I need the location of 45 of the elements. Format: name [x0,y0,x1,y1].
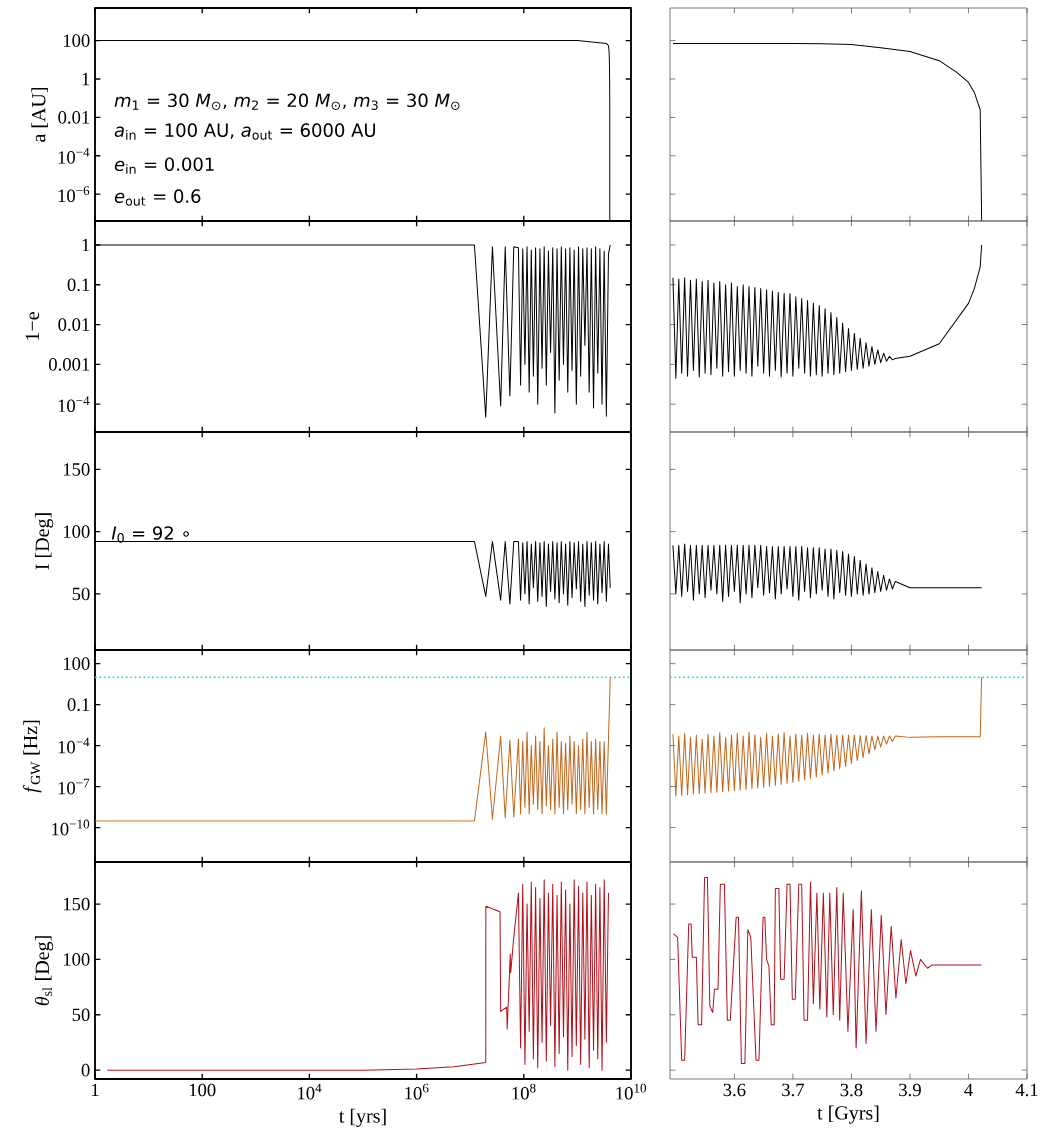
y-tick-label: 0.1 [67,278,90,292]
y-tick-label: 100 [63,657,90,670]
x-tick-label: 3.7 [782,1083,805,1097]
y-tick-label: 150 [63,463,90,476]
y-axis-title: I [Deg] [34,513,54,570]
y-tick-label: 10$^{−4}$ [58,396,90,413]
y-tick-label: 0 [81,1063,90,1077]
y-tick-label: 150 [63,897,90,911]
y-axis-title: θ$_{sl}$ [Deg] [34,936,54,1006]
y-tick-label: 10$^{−4}$ [58,737,90,754]
y-tick-label: 1 [82,238,90,252]
y-tick-label: 10$^{−10}$ [52,819,90,836]
x-tick-label: 10$^{8}$ [512,1083,536,1100]
x-tick-label: 10$^{6}$ [405,1083,429,1100]
y-axis-title: 1−e [25,312,40,340]
y-tick-label: 100 [63,953,90,966]
y-tick-label: 10$^{−4}$ [58,147,90,164]
y-tick-label: 50 [72,1008,90,1022]
x-tick-label: 3.9 [899,1083,921,1097]
y-tick-label: 100 [63,34,90,47]
x-tick-label: 3.8 [840,1083,863,1097]
x-tick-label: 3.6 [723,1083,746,1097]
x-tick-label: 100 [189,1083,216,1097]
y-tick-label: 10$^{−7}$ [58,778,90,795]
y-tick-label: 1 [82,72,90,86]
annotation: a$_{in}$ = 100 AU, a$_{out}$ = 6000 AU [114,123,376,140]
annotation: e$_{out}$ = 0.6 [114,189,201,206]
x-tick-label: 4 [964,1083,973,1096]
y-axis-title: a [AU] [31,87,48,142]
y-tick-label: 10$^{−6}$ [58,186,90,203]
y-tick-label: 0.01 [58,318,90,331]
y-tick-label: 50 [72,587,90,601]
x-axis-title: t [yrs] [339,1108,386,1127]
x-tick-label: 4.1 [1015,1083,1038,1097]
text: m$_{1}$ = 30 M$_{⊙}$, m$_{2}$ = 20 M$_{⊙}$, m$_{3}$ = 30 M$_{⊙}$ [114,93,460,110]
y-tick-label: 0.001 [49,358,90,371]
x-tick-label: 10$^{10}$ [616,1083,647,1100]
annotation: e$_{in}$ = 0.001 [114,157,214,174]
y-axis-title: f$_{GW}$ [Hz] [23,720,42,793]
x-axis-title: t [Gyrs] [817,1105,879,1124]
y-tick-label: 0.1 [67,698,90,711]
x-tick-label: 10$^{4}$ [298,1083,322,1100]
y-tick-label: 100 [63,525,90,538]
x-tick-label: 1 [91,1083,99,1097]
y-tick-label: 0.01 [58,111,90,124]
